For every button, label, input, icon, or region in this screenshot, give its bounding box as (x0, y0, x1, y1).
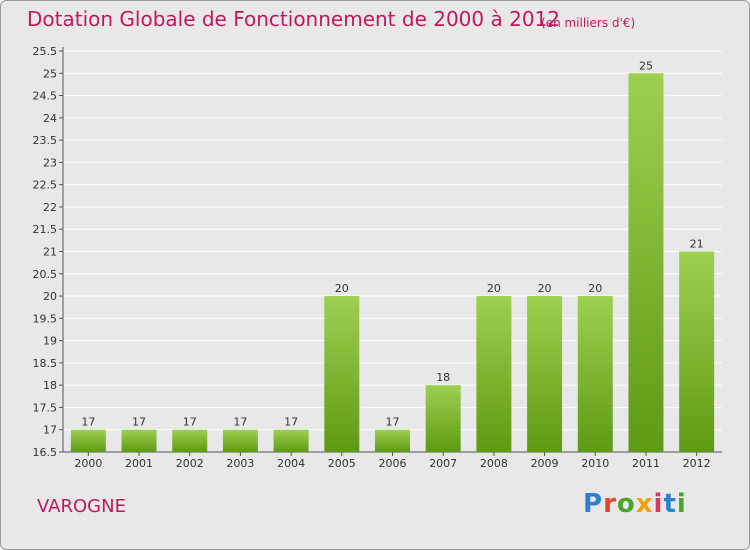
x-tick-label-2005: 2005 (328, 457, 356, 470)
value-label-2005: 20 (335, 282, 349, 295)
value-label-2002: 17 (183, 416, 197, 429)
x-tick-label-2011: 2011 (632, 457, 660, 470)
y-tick-label: 21.5 (33, 223, 58, 236)
bar-2010 (577, 296, 613, 452)
bar-2001 (121, 429, 157, 452)
x-tick-label-2007: 2007 (429, 457, 457, 470)
value-label-2010: 20 (588, 282, 602, 295)
bar-2008 (476, 296, 512, 452)
labels: 16.5 17 17.5 18 18.5 19 19.5 20 20.5 21 21.5 22 22.5… (33, 45, 711, 470)
bar-2011 (628, 73, 664, 453)
bars (70, 73, 715, 453)
bar-2012 (679, 251, 715, 452)
y-tick-label: 20 (43, 290, 57, 303)
bar-2000 (70, 429, 106, 452)
y-tick-label: 23 (43, 156, 57, 169)
bar-2003 (222, 429, 258, 452)
bar-2004 (273, 429, 309, 452)
proxiti-logo: Proxiti (583, 489, 687, 519)
x-tick-label-2000: 2000 (74, 457, 102, 470)
x-tick-label-2004: 2004 (277, 457, 305, 470)
value-label-2004: 17 (284, 416, 298, 429)
y-tick-label: 24.5 (33, 90, 58, 103)
value-label-2008: 20 (487, 282, 501, 295)
value-label-2000: 17 (81, 416, 95, 429)
y-tick-label: 20.5 (33, 268, 58, 281)
y-tick-label: 19 (43, 335, 57, 348)
x-tick-label-2009: 2009 (531, 457, 559, 470)
bar-2005 (324, 296, 360, 452)
y-tick-label: 17 (43, 424, 57, 437)
chart-subtitle: (en milliers d'€) (541, 16, 636, 30)
x-tick-label-2001: 2001 (125, 457, 153, 470)
y-tick-label: 24 (43, 112, 57, 125)
y-tick-label: 17.5 (33, 401, 58, 414)
y-tick-label: 22.5 (33, 179, 58, 192)
value-label-2012: 21 (690, 238, 704, 251)
x-tick-label-2012: 2012 (683, 457, 711, 470)
y-tick-label: 22 (43, 201, 57, 214)
bar-2006 (375, 429, 410, 452)
bar-2009 (527, 296, 563, 452)
y-tick-label: 19.5 (33, 312, 58, 325)
y-tick-label: 25.5 (33, 45, 58, 58)
y-tick-label: 18.5 (33, 357, 58, 370)
value-label-2009: 20 (538, 282, 552, 295)
y-tick-label: 25 (43, 67, 57, 80)
chart-title: Dotation Globale de Fonctionnement de 20… (27, 7, 560, 31)
commune-name: VAROGNE (37, 496, 126, 517)
grid-lines (63, 50, 722, 453)
y-tick-label: 18 (43, 379, 57, 392)
value-label-2011: 25 (639, 59, 653, 72)
value-label-2001: 17 (132, 416, 146, 429)
x-tick-label-2010: 2010 (581, 457, 609, 470)
value-label-2007: 18 (436, 371, 450, 384)
bar-2002 (172, 429, 208, 452)
y-tick-label: 21 (43, 246, 57, 259)
value-label-2006: 17 (386, 416, 400, 429)
x-tick-label-2002: 2002 (176, 457, 204, 470)
x-tick-label-2006: 2006 (379, 457, 407, 470)
x-tick-label-2008: 2008 (480, 457, 508, 470)
x-tick-label-2003: 2003 (226, 457, 254, 470)
value-label-2003: 17 (233, 416, 247, 429)
bar-2007 (425, 385, 461, 452)
y-tick-label: 23.5 (33, 134, 58, 147)
y-tick-label: 16.5 (33, 446, 58, 459)
